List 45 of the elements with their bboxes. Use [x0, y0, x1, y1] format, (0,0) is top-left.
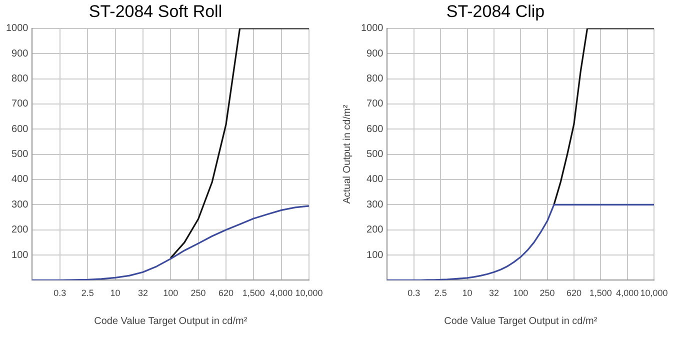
- y-tick-label: 400: [366, 174, 384, 186]
- x-tick-label: 250: [190, 288, 206, 298]
- y-tick-label: 500: [366, 149, 384, 160]
- x-tick-label: 32: [488, 288, 499, 298]
- y-tick-label: 400: [12, 174, 29, 186]
- x-tick-label: 2.5: [81, 288, 94, 298]
- y-tick-label: 800: [366, 74, 384, 85]
- x-tick-label: 10: [110, 288, 120, 298]
- x-tick-label: 1,500: [242, 288, 265, 298]
- x-tick-label: 10,000: [295, 288, 323, 298]
- x-axis-title: Code Value Target Output in cd/m²: [444, 316, 598, 327]
- y-tick-label: 500: [12, 149, 29, 160]
- x-tick-label: 0.3: [408, 288, 420, 298]
- y-tick-label: 1000: [360, 23, 384, 34]
- x-tick-label: 2.5: [434, 288, 447, 298]
- x-axis-title: Code Value Target Output in cd/m²: [94, 316, 248, 327]
- y-tick-label: 100: [12, 250, 29, 261]
- x-tick-label: 32: [138, 288, 148, 298]
- y-tick-label: 1000: [6, 23, 29, 34]
- x-tick-label: 1,500: [589, 288, 612, 298]
- y-tick-label: 600: [12, 124, 29, 135]
- x-tick-label: 100: [513, 288, 528, 298]
- y-tick-label: 800: [12, 74, 29, 85]
- y-tick-label: 600: [366, 124, 384, 135]
- y-tick-label: 300: [12, 199, 29, 210]
- y-tick-label: 900: [12, 48, 29, 60]
- y-axis-title: Actual Output in cd/m²: [342, 104, 353, 204]
- x-tick-label: 620: [218, 288, 234, 298]
- y-tick-label: 200: [366, 224, 384, 236]
- x-tick-label: 0.3: [54, 288, 66, 298]
- y-tick-label: 900: [366, 48, 384, 60]
- x-tick-label: 4,000: [616, 288, 639, 298]
- chart-title: ST-2084 Clip: [446, 2, 545, 21]
- y-tick-label: 200: [12, 224, 29, 236]
- y-tick-label: 700: [12, 98, 29, 110]
- x-tick-label: 10: [462, 288, 472, 298]
- y-tick-label: 100: [366, 250, 384, 261]
- y-tick-label: 700: [366, 98, 384, 110]
- x-tick-label: 620: [566, 288, 582, 298]
- x-tick-label: 100: [163, 288, 178, 298]
- x-tick-label: 10,000: [640, 288, 668, 298]
- x-tick-label: 250: [540, 288, 555, 298]
- chart-title: ST-2084 Soft Roll: [88, 2, 222, 21]
- y-tick-label: 300: [366, 199, 384, 210]
- x-tick-label: 4,000: [270, 288, 293, 298]
